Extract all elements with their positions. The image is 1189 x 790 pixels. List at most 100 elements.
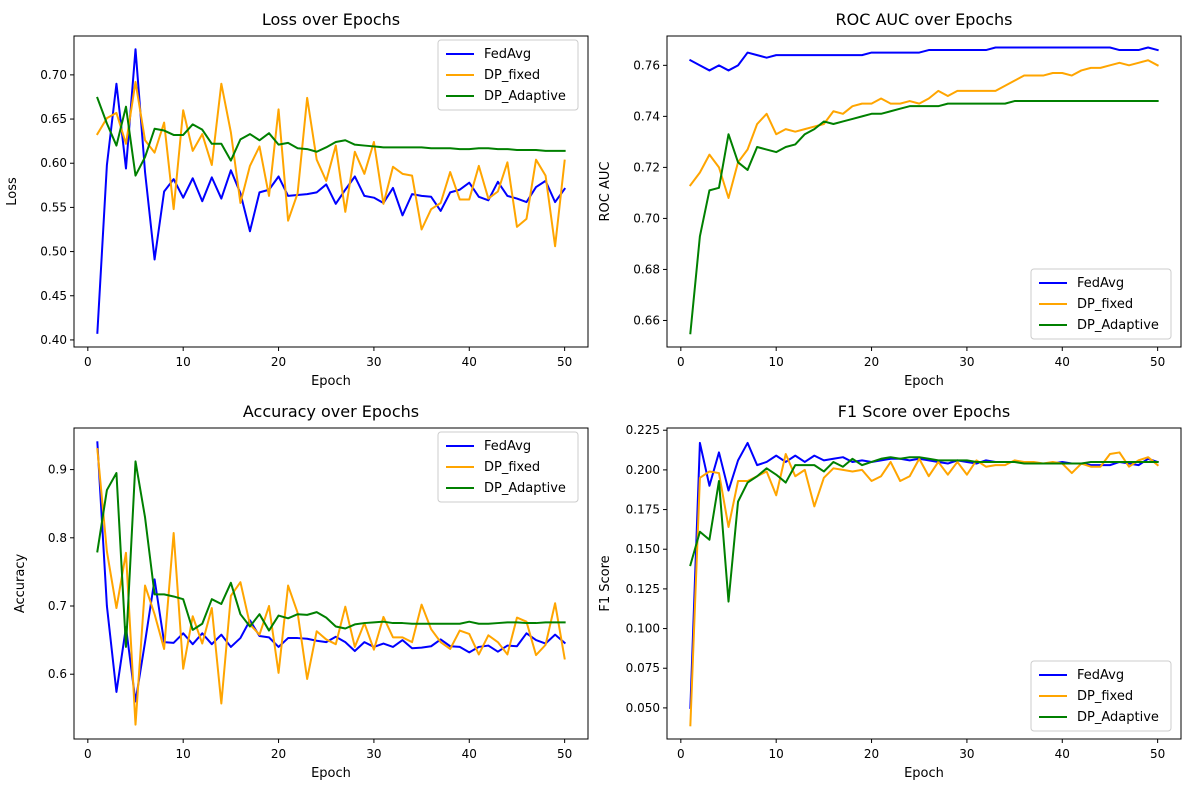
y-tick-label: 0.45	[40, 289, 67, 303]
y-tick-label: 0.100	[626, 622, 660, 636]
legend-label: DP_fixed	[1077, 689, 1133, 704]
x-tick-label: 30	[959, 355, 974, 369]
y-tick-label: 0.50	[40, 245, 67, 259]
x-tick-label: 50	[557, 747, 572, 761]
y-tick-label: 0.075	[626, 661, 660, 675]
y-tick-label: 0.225	[626, 423, 660, 437]
legend-box	[437, 431, 579, 503]
x-tick-label: 30	[366, 355, 381, 369]
x-tick-label: 30	[959, 747, 974, 761]
y-tick-label: 0.175	[626, 503, 660, 517]
legend: FedAvg DP_fixed DP_Adaptive	[1030, 660, 1172, 732]
x-tick-label: 20	[864, 747, 879, 761]
y-tick-label: 0.150	[626, 542, 660, 556]
x-tick-label: 0	[84, 747, 92, 761]
legend-label: DP_Adaptive	[1077, 318, 1159, 333]
y-tick-label: 0.68	[633, 262, 660, 276]
series-line-dp-fixed	[689, 451, 1160, 727]
x-tick-label: 50	[1150, 747, 1165, 761]
y-tick-label: 0.200	[626, 463, 660, 477]
x-axis-label: Epoch	[904, 766, 944, 781]
x-tick-label: 10	[176, 747, 191, 761]
legend-label: FedAvg	[1077, 668, 1124, 683]
y-tick-label: 0.125	[626, 582, 660, 596]
x-axis-label: Epoch	[311, 766, 351, 781]
x-tick-label: 40	[1055, 355, 1070, 369]
legend-label: DP_Adaptive	[484, 89, 566, 104]
legend: FedAvg DP_fixed DP_Adaptive	[1030, 268, 1172, 340]
x-tick-label: 10	[769, 355, 784, 369]
series-line-dp-fixed	[95, 80, 566, 248]
series-line-dp-adaptive	[689, 456, 1159, 603]
y-tick-label: 0.60	[40, 156, 67, 170]
x-tick-label: 0	[677, 355, 685, 369]
series-line-fedavg	[689, 46, 1159, 72]
x-tick-label: 10	[769, 747, 784, 761]
chart-title: ROC AUC over Epochs	[836, 10, 1013, 29]
y-tick-label: 0.9	[48, 463, 67, 477]
y-tick-label: 0.55	[40, 200, 67, 214]
legend-label: DP_Adaptive	[484, 481, 566, 496]
legend-box	[1030, 268, 1172, 340]
y-axis-label: Accuracy	[13, 554, 28, 614]
series-line-dp-adaptive	[689, 100, 1159, 335]
y-tick-label: 0.050	[626, 701, 660, 715]
x-tick-label: 20	[271, 355, 286, 369]
plot-frame	[666, 427, 1182, 740]
chart-title: Loss over Epochs	[262, 10, 400, 29]
legend-box	[1030, 660, 1172, 732]
x-tick-label: 50	[1150, 355, 1165, 369]
y-tick-label: 0.40	[40, 333, 67, 347]
x-tick-label: 10	[176, 355, 191, 369]
series-line-fedavg	[96, 48, 567, 334]
legend-label: FedAvg	[484, 47, 531, 62]
legend-label: DP_fixed	[1077, 297, 1133, 312]
series-line-dp-adaptive	[96, 460, 566, 648]
series-line-dp-adaptive	[96, 96, 566, 177]
chart-panel-4: F1 Score over Epochs 0 10 20 30 40 50 0.050 0.07…	[598, 402, 1182, 781]
x-tick-label: 40	[1055, 747, 1070, 761]
y-axis-label: F1 Score	[598, 555, 613, 611]
y-tick-label: 0.72	[633, 160, 660, 174]
series-line-dp-fixed	[96, 448, 566, 726]
chart-panel-1: Loss over Epochs 0 10 20 30 40 50 0.40 0.45 0.50 0…	[5, 10, 589, 389]
series-line-fedavg	[96, 441, 567, 703]
y-tick-label: 0.8	[48, 531, 67, 545]
legend-label: FedAvg	[1077, 276, 1124, 291]
y-axis-label: Loss	[5, 177, 20, 206]
y-axis-label: ROC AUC	[598, 162, 613, 222]
legend: FedAvg DP_fixed DP_Adaptive	[437, 39, 579, 111]
chart-panel-2: ROC AUC over Epochs 0 10 20 30 40 50 0.66 0.68 0.…	[598, 10, 1182, 389]
legend-box	[437, 39, 579, 111]
x-axis-label: Epoch	[311, 374, 351, 389]
x-axis-label: Epoch	[904, 374, 944, 389]
y-tick-label: 0.76	[633, 58, 660, 72]
y-tick-label: 0.6	[48, 667, 67, 681]
plot-frame	[666, 35, 1182, 348]
y-tick-label: 0.65	[40, 112, 67, 126]
y-tick-label: 0.70	[633, 211, 660, 225]
chart-title: F1 Score over Epochs	[838, 402, 1010, 421]
y-tick-label: 0.66	[633, 313, 660, 327]
plot-frame	[73, 427, 589, 740]
chart-title: Accuracy over Epochs	[243, 402, 419, 421]
y-tick-label: 0.70	[40, 68, 67, 82]
legend: FedAvg DP_fixed DP_Adaptive	[437, 431, 579, 503]
chart-panel-3: Accuracy over Epochs 0 10 20 30 40 50 0.6 0.7 0.8…	[13, 402, 589, 781]
plot-frame	[73, 35, 589, 348]
legend-label: DP_Adaptive	[1077, 710, 1159, 725]
legend-label: DP_fixed	[484, 68, 540, 83]
y-tick-label: 0.7	[48, 599, 67, 613]
x-tick-label: 40	[462, 355, 477, 369]
y-tick-label: 0.74	[633, 109, 660, 123]
legend-label: DP_fixed	[484, 460, 540, 475]
series-line-dp-fixed	[688, 59, 1159, 200]
x-tick-label: 20	[271, 747, 286, 761]
legend-label: FedAvg	[484, 439, 531, 454]
x-tick-label: 0	[677, 747, 685, 761]
x-tick-label: 50	[557, 355, 572, 369]
x-tick-label: 20	[864, 355, 879, 369]
x-tick-label: 30	[366, 747, 381, 761]
x-tick-label: 40	[462, 747, 477, 761]
